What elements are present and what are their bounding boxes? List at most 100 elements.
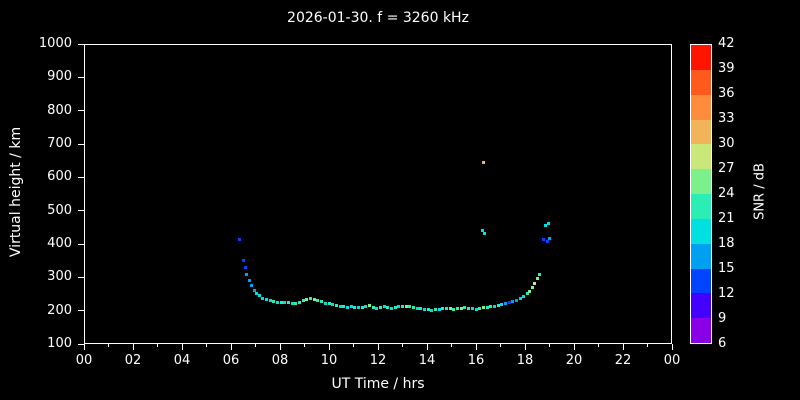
data-point [500,303,504,307]
x-minor-tick [255,344,256,347]
data-point [389,306,393,310]
data-point [423,307,427,311]
data-point [546,221,550,225]
x-minor-tick [500,344,501,347]
data-point [452,307,456,311]
data-point [492,304,496,308]
data-point [478,307,482,311]
x-tick [83,344,85,350]
colorbar-tick-label: 15 [718,261,735,276]
data-point [353,305,357,309]
data-point [426,308,430,312]
data-point [445,306,449,310]
colorbar-tick-label: 36 [718,86,735,101]
x-tick [671,344,673,350]
x-tick [622,344,624,350]
data-point [459,306,463,310]
data-point [371,305,375,309]
y-tick-label: 200 [47,302,72,318]
data-point [316,298,320,302]
data-point [528,289,532,293]
x-tick-label: 18 [516,353,534,368]
y-tick [78,243,84,245]
data-point [404,304,408,308]
x-tick [524,344,526,350]
data-point [535,276,539,280]
x-tick [377,344,379,350]
x-minor-tick [206,344,207,347]
data-point [283,301,287,305]
data-point [375,306,379,310]
x-tick [279,344,281,350]
data-point [342,305,346,309]
data-point [320,300,324,304]
data-point [238,237,242,241]
data-point [276,300,280,304]
data-point [245,272,249,276]
colorbar-segment [691,169,711,195]
data-point [338,304,342,308]
data-point [545,239,549,243]
x-tick-label: 14 [418,353,436,368]
colorbar-label: SNR / dB [752,163,768,220]
data-point [514,298,518,302]
data-point [298,300,302,304]
data-point [434,308,438,312]
data-point [412,305,416,309]
data-point [441,307,445,311]
data-point [364,305,368,309]
data-point [544,223,548,227]
colorbar-tick-label: 30 [718,136,735,151]
chart-title: 2026-01-30. f = 3260 kHz [287,10,469,26]
data-point [301,299,305,303]
colorbar [690,44,712,344]
y-tick [78,143,84,145]
x-tick [475,344,477,350]
colorbar-tick-label: 27 [718,161,735,176]
data-point [367,304,371,308]
x-tick-label: 08 [271,353,289,368]
data-point [327,302,331,306]
data-point [456,307,460,311]
data-point [294,301,298,305]
colorbar-tick-label: 12 [718,286,735,301]
x-tick-label: 10 [320,353,338,368]
data-point [485,305,489,309]
y-tick [78,110,84,112]
data-point [265,298,269,302]
colorbar-segment [691,268,711,294]
y-tick-label: 600 [47,169,72,185]
x-tick-label: 06 [222,353,240,368]
x-minor-tick [549,344,550,347]
data-point [305,297,309,301]
data-point [518,297,522,301]
data-point [378,305,382,309]
x-tick [181,344,183,350]
x-tick-label: 00 [663,353,681,368]
data-point [287,301,291,305]
x-minor-tick [108,344,109,347]
colorbar-segment [691,293,711,319]
colorbar-tick-label: 21 [718,211,735,226]
y-tick-label: 400 [47,236,72,251]
x-tick-label: 00 [75,353,93,368]
data-point [541,238,545,242]
colorbar-tick-label: 42 [718,36,735,51]
data-point [334,303,338,307]
data-point [386,305,390,309]
y-tick-label: 100 [47,336,72,351]
colorbar-segment [691,94,711,120]
data-point [257,294,261,298]
x-tick [230,344,232,350]
data-point [382,305,386,309]
colorbar-segment [691,243,711,269]
data-point [261,296,265,300]
plot-area [84,44,672,344]
y-tick [78,76,84,78]
data-point [250,284,254,288]
data-point [393,305,397,309]
colorbar-segment [691,69,711,96]
y-tick-label: 300 [47,269,72,285]
colorbar-tick-label: 6 [718,336,727,351]
data-point [448,306,452,310]
